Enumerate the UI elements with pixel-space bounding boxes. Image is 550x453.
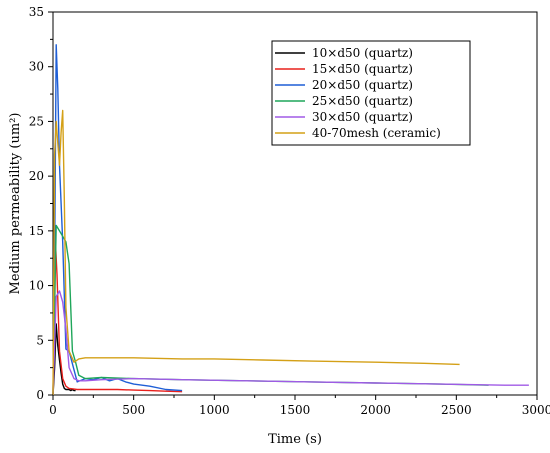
legend-label-3: 25×d50 (quartz) xyxy=(312,94,413,108)
axes-layer: 0 500 1000 1500 2000 2500 3000 0 5 10 15 20 25 30 35 xyxy=(29,5,550,417)
y-tick-label: 15 xyxy=(29,224,44,238)
y-tick-label: 10 xyxy=(29,279,44,293)
series-line-5 xyxy=(52,109,460,396)
series-line-4 xyxy=(52,290,529,396)
x-tick-label: 2500 xyxy=(441,403,472,417)
x-tick-label: 500 xyxy=(122,403,145,417)
y-tick-label: 35 xyxy=(29,5,44,19)
y-tick-label: 0 xyxy=(36,388,44,402)
x-axis-label: Time (s) xyxy=(268,432,322,447)
legend-box xyxy=(271,40,471,146)
legend-label-0: 10×d50 (quartz) xyxy=(312,46,413,60)
series-line-0 xyxy=(52,323,76,396)
legend-label-4: 30×d50 (quartz) xyxy=(312,110,413,124)
series-line-1 xyxy=(52,241,183,396)
x-tick-label: 1000 xyxy=(199,403,230,417)
legend: 10×d50 (quartz) 15×d50 (quartz) 20×d50 (qu… xyxy=(271,40,471,146)
y-tick-label: 25 xyxy=(29,114,44,128)
x-tick-label: 1500 xyxy=(280,403,311,417)
series-layer xyxy=(52,44,529,396)
y-tick-label: 30 xyxy=(29,60,44,74)
y-axis-label: Medium permeability (um²) xyxy=(8,113,23,295)
y-tick-label: 5 xyxy=(36,333,44,347)
x-tick-label: 0 xyxy=(49,403,57,417)
x-tick-label: 3000 xyxy=(522,403,550,417)
legend-label-5: 40-70mesh (ceramic) xyxy=(312,126,441,140)
x-tick-label: 2000 xyxy=(360,403,391,417)
legend-label-1: 15×d50 (quartz) xyxy=(312,62,413,76)
legend-label-2: 20×d50 (quartz) xyxy=(312,78,413,92)
y-tick-label: 20 xyxy=(29,169,44,183)
series-line-3 xyxy=(52,224,489,396)
